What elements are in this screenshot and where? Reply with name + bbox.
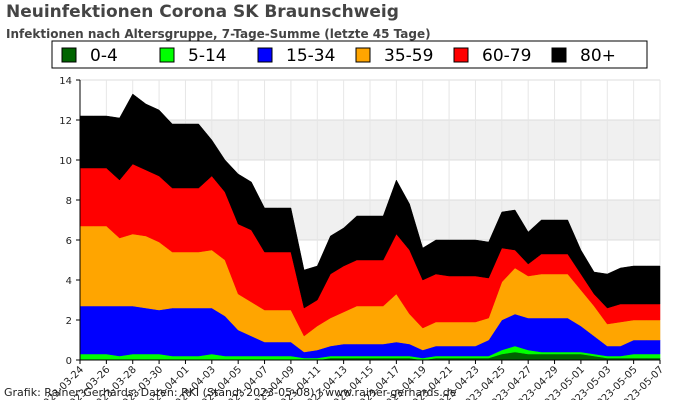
y-tick-label: 12 xyxy=(59,116,72,127)
y-tick-label: 14 xyxy=(59,76,72,87)
legend-swatch-15-34 xyxy=(257,47,273,63)
series-area-80+ xyxy=(79,93,661,309)
legend-box xyxy=(51,40,648,69)
legend-label-0-4: 0-4 xyxy=(90,46,118,66)
legend-label-60-79: 60-79 xyxy=(482,46,531,66)
chart-title: Neuinfektionen Corona SK Braunschweig xyxy=(6,2,399,22)
y-tick-label: 0 xyxy=(66,356,72,367)
legend-label-5-14: 5-14 xyxy=(188,46,227,66)
y-axis-ticks: 0 2 4 6 8 10 12 14 xyxy=(59,76,80,367)
legend-swatch-80+ xyxy=(551,47,567,63)
legend: 0-4 5-14 15-34 35-59 60-79 80+ xyxy=(51,40,648,69)
legend-label-15-34: 15-34 xyxy=(286,46,335,66)
stacked-areas xyxy=(79,93,661,361)
y-tick-label: 10 xyxy=(59,156,72,167)
legend-label-35-59: 35-59 xyxy=(384,46,433,66)
y-tick-label: 8 xyxy=(66,196,72,207)
y-tick-label: 4 xyxy=(66,276,72,287)
chart-footer: Grafik: Rainer Gerhards, Daten: RKI (Sta… xyxy=(4,386,457,399)
y-tick-label: 2 xyxy=(66,316,72,327)
legend-swatch-35-59 xyxy=(355,47,371,63)
legend-swatch-60-79 xyxy=(453,47,469,63)
y-tick-label: 6 xyxy=(66,236,72,247)
chart-subtitle: Infektionen nach Altersgruppe, 7-Tage-Su… xyxy=(6,27,431,41)
legend-swatch-0-4 xyxy=(61,47,77,63)
legend-swatch-5-14 xyxy=(159,47,175,63)
legend-label-80+: 80+ xyxy=(580,46,616,66)
